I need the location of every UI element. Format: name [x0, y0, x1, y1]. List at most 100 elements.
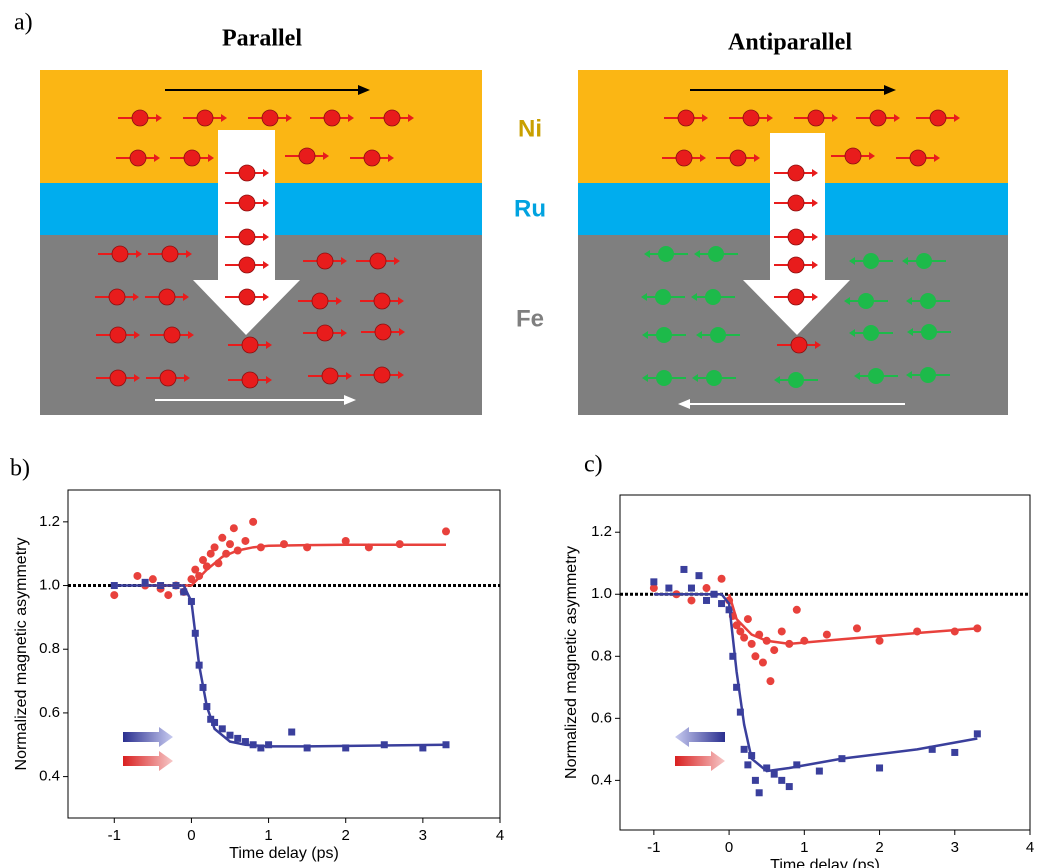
spin-head [641, 293, 647, 301]
data-point [747, 639, 756, 648]
layer-label: Fe [516, 305, 544, 332]
spin-head [692, 374, 698, 382]
spin [303, 252, 347, 270]
data-point [199, 556, 207, 565]
spin-ball [159, 369, 177, 387]
y-tick-label: 1.2 [39, 513, 60, 530]
spin-ball [869, 109, 887, 127]
spin-ball [373, 366, 391, 384]
spin-head [644, 250, 650, 258]
spin [644, 246, 688, 262]
layer-label: Ru [514, 195, 546, 222]
x-tick-label: 3 [419, 827, 427, 844]
data-point [751, 652, 760, 661]
data-point [876, 764, 884, 772]
spin-ball [658, 246, 674, 262]
data-point [718, 600, 726, 608]
spin-head [156, 114, 162, 122]
spin-ball [788, 372, 804, 388]
spin [225, 288, 269, 306]
spin-ball [868, 368, 884, 384]
spin-ball [109, 326, 127, 344]
arrow-head [358, 85, 370, 95]
spin [118, 109, 162, 127]
data-point [702, 584, 711, 593]
spin-ball [708, 246, 724, 262]
spin-head [221, 114, 227, 122]
data-point [665, 584, 673, 592]
spin-head [263, 293, 269, 301]
data-point [687, 596, 696, 605]
spin-ball [238, 256, 256, 274]
data-point [419, 744, 427, 752]
spin [350, 149, 394, 167]
spin [96, 326, 140, 344]
data-point [766, 677, 775, 686]
spin [774, 228, 818, 246]
spin [170, 149, 214, 167]
spin [774, 256, 818, 274]
spin-head [134, 331, 140, 339]
data-point [777, 627, 786, 636]
spin [146, 369, 190, 387]
data-point [755, 789, 763, 797]
spin-head [902, 257, 908, 265]
x-tick-label: 4 [1026, 839, 1034, 856]
spin [694, 246, 738, 262]
data-point [687, 584, 695, 592]
spin [662, 149, 706, 167]
spin [225, 164, 269, 182]
spin-head [832, 114, 838, 122]
data-point [110, 591, 119, 600]
spin-ball [374, 323, 392, 341]
spin-ball [238, 164, 256, 182]
data-point [763, 764, 771, 772]
spin-ball [111, 245, 129, 263]
spin [907, 324, 951, 340]
data-point [218, 533, 227, 542]
spin [916, 109, 960, 127]
spin [777, 336, 821, 354]
data-point [792, 605, 801, 614]
spin-head [642, 331, 648, 339]
data-point [265, 741, 273, 749]
data-point [141, 578, 149, 586]
fit-line [653, 593, 978, 773]
fit-line [727, 593, 978, 646]
x-tick-label: 4 [496, 827, 504, 844]
data-point [778, 776, 786, 784]
spin-ball [787, 164, 805, 182]
data-point [303, 744, 311, 752]
spin [310, 109, 354, 127]
fit-line [114, 584, 447, 748]
spin [183, 109, 227, 127]
plot-frame [619, 494, 1031, 831]
spin-head [854, 372, 860, 380]
data-point [341, 536, 350, 545]
y-tick-label: 1.0 [39, 577, 60, 594]
spin-ball [916, 253, 932, 269]
spin-ball [196, 109, 214, 127]
data-point [342, 744, 350, 752]
panel-label: c) [584, 452, 603, 478]
y-tick-label: 0.8 [591, 647, 612, 664]
spin-head [694, 250, 700, 258]
data-point [695, 572, 703, 580]
data-point [744, 761, 752, 769]
data-point [875, 636, 884, 645]
arrow-head [678, 399, 690, 409]
spin-head [812, 261, 818, 269]
spin [285, 147, 329, 165]
data-point [241, 536, 250, 545]
data-point [785, 783, 793, 791]
y-tick-label: 0.4 [591, 771, 612, 788]
x-tick-label: 0 [725, 839, 733, 856]
spin [902, 253, 946, 269]
spin [116, 149, 160, 167]
diagram-title: Parallel [222, 26, 302, 52]
data-point [226, 540, 234, 549]
spin [691, 289, 735, 305]
spin-ball [131, 109, 149, 127]
data-point [822, 630, 831, 639]
spin-head [700, 154, 706, 162]
